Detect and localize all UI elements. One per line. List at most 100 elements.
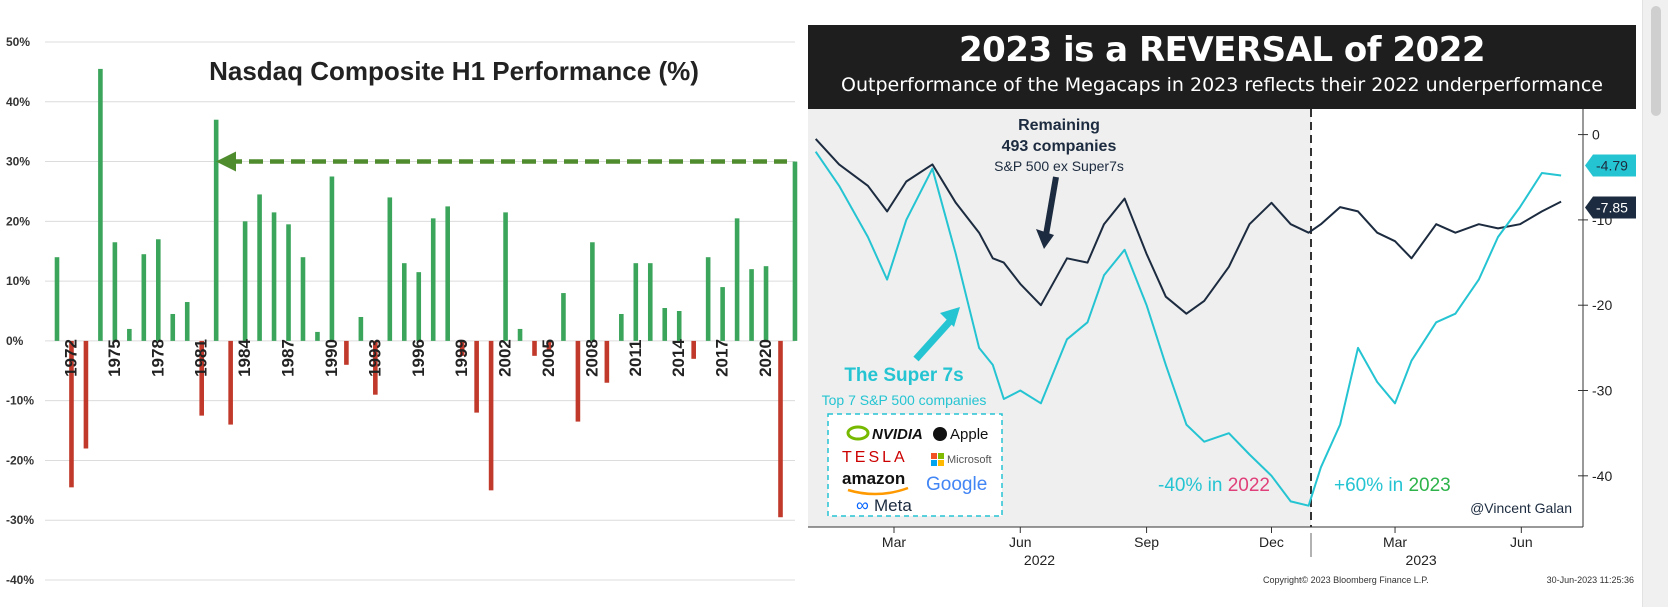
remaining-label-count: 493 companies (1002, 138, 1117, 155)
y-tick-label: -30 (1592, 383, 1612, 399)
tesla-logo: TESLA (842, 449, 908, 466)
bar-2016 (705, 257, 711, 341)
bar-2011 (633, 263, 639, 341)
series-lines (814, 138, 1562, 507)
x-axis: Mar Jun Sep Dec Mar Jun 2022 2023 (882, 527, 1533, 568)
perf-2022-label: -40% in 2022 (1158, 475, 1270, 496)
remaining-arrow (1036, 176, 1059, 249)
logo-box: NVIDIA Apple TESLA Microsoft amazon Goog… (827, 413, 1003, 517)
remaining-label-sub: S&P 500 ex Super7s (994, 158, 1124, 174)
bar-1992 (358, 316, 364, 341)
bar-2006 (561, 293, 566, 341)
y-tick-label: 20% (6, 214, 30, 228)
bar-1993 (373, 340, 378, 395)
svg-text:Microsoft: Microsoft (947, 454, 992, 466)
perf-2023-label: +60% in 2023 (1334, 475, 1451, 496)
y-axis: 0-10-20-30-40-7.85-4.79 (1578, 127, 1636, 484)
x-year-label: 2022 (1024, 552, 1055, 568)
x-tick-label: Jun (1510, 534, 1533, 550)
bars (54, 68, 798, 518)
nasdaq-chart-svg: 50%40%30%20%10%0%-10%-20%-30%-40% 1972 19… (6, 35, 818, 587)
y-tick-label: -10% (6, 394, 34, 408)
x-tick-label: Mar (1383, 534, 1407, 550)
x-tick-label: 2023 (799, 339, 800, 377)
credit-label: @Vincent Galan (1470, 500, 1572, 516)
svg-text:amazon: amazon (842, 469, 905, 488)
series-line (814, 138, 1562, 315)
x-tick-label: 1993 (365, 339, 384, 377)
bar-1994 (387, 197, 393, 341)
end-value-label: -4.79 (1596, 157, 1628, 173)
google-logo: Google (926, 474, 987, 495)
bar-1975 (112, 242, 118, 341)
end-value-badge (1585, 154, 1636, 177)
scrollbar-thumb[interactable] (1651, 6, 1661, 116)
bar-1972 (69, 340, 74, 488)
x-tick-label: 2017 (713, 339, 732, 377)
bar-1990 (329, 176, 335, 341)
x-tick-label: 2011 (626, 340, 645, 377)
bar-2019 (749, 269, 754, 341)
x-tick-label: 1996 (409, 339, 428, 377)
x-tick-label: 2002 (496, 339, 515, 377)
apple-logo: Apple (933, 426, 988, 443)
x-tick-label: 1975 (105, 339, 124, 377)
x-year-label: 2023 (1406, 552, 1437, 568)
chart-title: Nasdaq Composite H1 Performance (%) (209, 56, 699, 86)
bar-1987 (286, 224, 291, 341)
end-value-label: -7.85 (1596, 200, 1628, 216)
y-tick-label: -20% (6, 453, 34, 467)
x-tick-label: 1987 (279, 339, 298, 377)
bar-1981 (199, 340, 204, 416)
svg-text:NVIDIA: NVIDIA (872, 426, 923, 443)
y-tick-label: -20 (1592, 297, 1612, 313)
x-tick-label: 1981 (192, 339, 211, 377)
x-tick-label: 2014 (669, 339, 688, 377)
bar-1982 (213, 119, 219, 341)
chart-subtitle: Outperformance of the Megacaps in 2023 r… (841, 74, 1603, 96)
microsoft-logo: Microsoft (931, 453, 992, 466)
bar-1979 (170, 313, 176, 341)
bar-1983 (228, 340, 233, 425)
x-tick-label: 1978 (148, 339, 167, 377)
vertical-scrollbar[interactable] (1642, 0, 1668, 607)
end-value-badge (1585, 196, 1636, 219)
bar-2013 (662, 308, 668, 341)
svg-text:∞: ∞ (856, 495, 869, 515)
y-tick-label: 40% (6, 95, 30, 109)
x-tick-label: Mar (882, 534, 906, 550)
arrow-annotation (216, 151, 787, 172)
bar-1986 (271, 212, 277, 341)
bar-2001 (488, 340, 494, 491)
x-tick-label: 1990 (322, 339, 341, 377)
bar-2002 (503, 212, 508, 341)
x-tick-label: 1972 (61, 339, 80, 377)
megacap-chart: 2023 is a REVERSAL of 2022 Outperformanc… (808, 25, 1636, 585)
bar-2015 (691, 340, 696, 359)
y-tick-label: 10% (6, 274, 30, 288)
bar-1991 (344, 340, 349, 365)
y-tick-labels: 50% 40% 30% 20% 10% 0% -10% -20% -30% -40% (6, 35, 34, 587)
x-tick-label: 2020 (756, 339, 775, 377)
y-tick-label: -30% (6, 513, 34, 527)
bar-1971 (54, 257, 60, 341)
x-tick-label: Sep (1134, 534, 1159, 550)
remaining-label-title: Remaining (1018, 117, 1100, 134)
y-tick-label: 0 (1592, 127, 1600, 143)
y-tick-label: -40% (6, 573, 34, 587)
bar-2009 (604, 340, 610, 383)
x-tick-label: Dec (1259, 534, 1284, 550)
chart-header: 2023 is a REVERSAL of 2022 Outperformanc… (808, 25, 1636, 109)
bar-2022 (792, 161, 798, 341)
bar-2000 (474, 340, 479, 413)
bar-1984 (242, 221, 248, 341)
y-tick-label: -40 (1592, 468, 1612, 484)
x-tick-label: 1984 (235, 339, 254, 377)
svg-text:Meta: Meta (874, 496, 912, 515)
bar-1998 (445, 206, 450, 341)
bar-2008 (590, 242, 595, 341)
y-tick-label: 30% (6, 155, 30, 169)
bar-2021 (778, 340, 783, 518)
megacap-chart-svg: 0-10-20-30-40-7.85-4.79 Mar Jun Sep Dec Mar J… (808, 109, 1636, 585)
x-tick-label: 2005 (539, 339, 558, 377)
